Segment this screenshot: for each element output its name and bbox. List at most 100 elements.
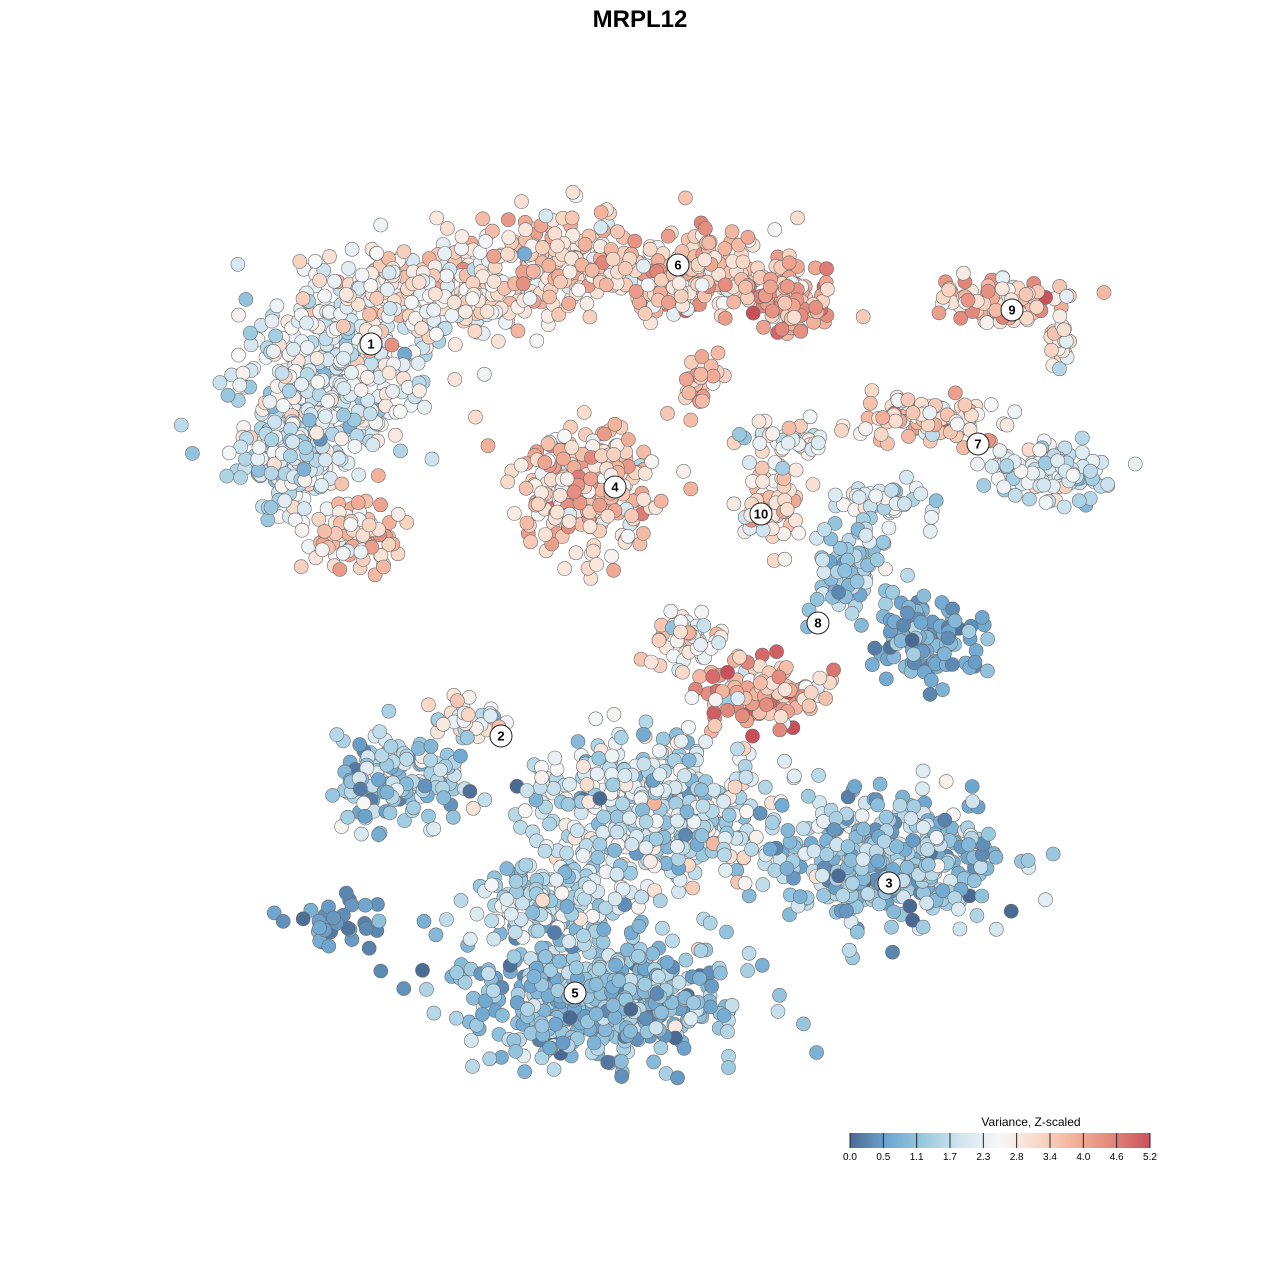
cell-point: [984, 459, 1000, 474]
cell-point: [634, 889, 649, 905]
cell-point: [947, 613, 963, 629]
cell-point: [530, 923, 546, 939]
cell-point: [780, 279, 795, 294]
cell-point: [818, 691, 834, 706]
cell-point: [371, 772, 386, 787]
cell-point: [268, 328, 283, 344]
cell-point: [523, 534, 538, 550]
cell-point: [905, 405, 921, 421]
cell-point: [956, 265, 971, 281]
cell-point: [645, 946, 660, 962]
cell-point: [557, 561, 572, 576]
cell-point: [312, 273, 327, 288]
cluster-label: 9: [1000, 298, 1024, 322]
cell-point: [695, 798, 711, 814]
cell-point: [703, 999, 718, 1015]
cell-point: [651, 743, 667, 759]
cell-point: [577, 237, 593, 252]
cell-point: [920, 842, 935, 857]
cell-point: [788, 462, 804, 478]
cell-point: [506, 949, 522, 965]
cell-point: [1032, 442, 1047, 458]
cell-point: [683, 481, 699, 497]
cell-point: [922, 687, 938, 702]
cell-point: [264, 313, 280, 329]
cell-point: [819, 847, 835, 862]
cell-point: [716, 794, 731, 809]
cell-point: [322, 249, 337, 264]
cell-point: [376, 559, 391, 575]
cell-point: [357, 897, 373, 913]
cell-point: [801, 698, 817, 714]
cell-point: [915, 763, 931, 779]
cell-point: [518, 857, 534, 873]
cell-point: [678, 372, 694, 387]
cell-point: [659, 955, 675, 970]
cell-point: [721, 1060, 736, 1075]
cell-point: [974, 610, 990, 625]
cell-point: [593, 205, 609, 220]
cell-point: [780, 823, 796, 838]
cell-point: [354, 826, 369, 842]
cell-point: [888, 413, 904, 429]
cell-point: [309, 351, 325, 366]
cell-point: [881, 520, 897, 536]
cell-point: [570, 734, 586, 749]
cell-point: [732, 426, 747, 442]
cell-point: [741, 945, 757, 961]
cell-point: [737, 875, 753, 891]
cell-point: [1045, 846, 1061, 862]
cell-point: [588, 711, 604, 727]
cell-point: [562, 1010, 578, 1025]
cell-point: [510, 323, 526, 339]
cell-point: [575, 759, 591, 774]
cell-point: [336, 318, 351, 334]
cell-point: [886, 904, 902, 920]
cell-point: [426, 821, 442, 837]
cell-point: [277, 493, 293, 509]
cell-point: [338, 287, 354, 302]
cell-point: [564, 210, 580, 226]
cell-point: [772, 987, 787, 1003]
cell-point: [486, 274, 502, 289]
cell-point: [720, 1024, 735, 1039]
cell-point: [803, 685, 819, 700]
cell-point: [678, 952, 694, 968]
cell-point: [767, 863, 783, 878]
cell-point: [885, 944, 900, 960]
cell-point: [529, 333, 545, 349]
cell-point: [517, 1064, 533, 1079]
cell-point: [535, 892, 551, 908]
cell-point: [353, 544, 369, 560]
cell-point: [941, 282, 957, 298]
cell-point: [989, 921, 1004, 937]
cell-point: [704, 978, 720, 994]
cell-point: [426, 302, 442, 318]
cell-point: [414, 320, 429, 336]
cell-point: [787, 768, 802, 784]
cell-point: [263, 465, 279, 481]
cell-point: [555, 451, 571, 467]
cell-point: [745, 305, 761, 321]
cell-point: [551, 307, 567, 322]
cell-point: [417, 399, 432, 415]
cell-point: [613, 730, 629, 745]
cell-point: [522, 291, 538, 306]
cell-point: [520, 1002, 535, 1017]
cell-point: [742, 455, 757, 470]
cell-point: [808, 300, 824, 315]
cell-point: [856, 821, 871, 837]
cell-point: [730, 741, 745, 757]
cell-point: [260, 512, 276, 528]
cell-point: [652, 893, 668, 909]
cell-point: [719, 924, 734, 940]
cell-point: [617, 768, 633, 783]
cell-point: [607, 416, 623, 432]
cell-point: [331, 450, 347, 466]
cell-point: [732, 649, 747, 665]
cell-point: [643, 654, 659, 670]
cell-point: [267, 414, 282, 430]
cell-point: [720, 703, 736, 718]
cell-point: [329, 727, 345, 742]
